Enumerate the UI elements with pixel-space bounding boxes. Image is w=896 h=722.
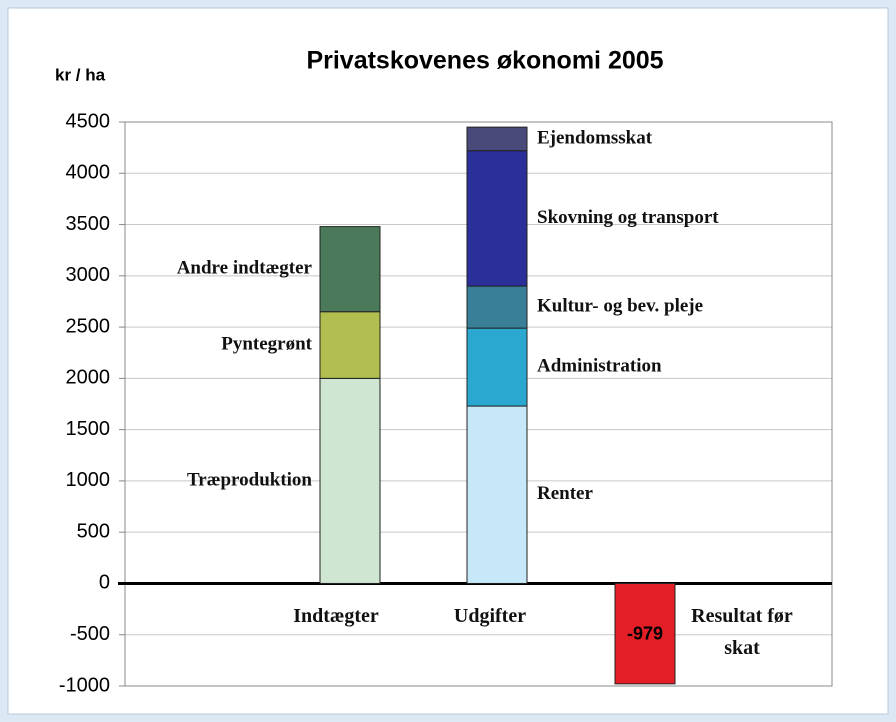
value-label: -979 — [627, 623, 663, 643]
bar-segment — [466, 126, 528, 152]
bar-segment — [319, 226, 381, 313]
segment-label: Renter — [537, 483, 593, 504]
bar-segment — [319, 377, 381, 584]
y-tick-label: 2500 — [66, 315, 111, 337]
y-tick-label: 1000 — [66, 469, 111, 491]
bar-segment — [466, 405, 528, 584]
segment-label: Skovning og transport — [537, 207, 719, 228]
y-tick-label: 1500 — [66, 418, 111, 440]
y-tick-label: 3000 — [66, 264, 111, 286]
segment-label: Træproduktion — [187, 469, 312, 490]
y-tick-label: 4000 — [66, 162, 111, 184]
panel — [7, 7, 889, 715]
bar-segment — [466, 327, 528, 407]
x-tick-label: Indtægter — [293, 605, 379, 627]
y-tick-label: -1000 — [59, 674, 110, 696]
segment-label: Administration — [537, 355, 662, 376]
segment-label: Kultur- og bev. pleje — [537, 295, 703, 316]
y-axis-label: kr / ha — [55, 65, 106, 84]
segment-label: Ejendomsskat — [537, 127, 653, 148]
y-tick-label: 0 — [99, 572, 110, 594]
plot-border — [124, 121, 833, 687]
bar-segment — [319, 311, 381, 379]
bar-segment — [466, 285, 528, 329]
y-tick-label: 500 — [77, 520, 110, 542]
segment-label: Andre indtægter — [177, 258, 313, 279]
bar-segment — [614, 582, 676, 685]
segment-label: Pyntegrønt — [221, 333, 312, 354]
bar-segment — [466, 150, 528, 287]
y-tick-label: 3500 — [66, 213, 111, 235]
y-tick-label: 4500 — [66, 110, 111, 132]
chart-title: Privatskovenes økonomi 2005 — [306, 47, 663, 75]
y-tick-label: -500 — [70, 623, 110, 645]
y-tick-label: 2000 — [66, 367, 111, 389]
x-tick-label: Resultat før skat — [691, 605, 793, 659]
x-tick-label: Udgifter — [453, 605, 527, 627]
